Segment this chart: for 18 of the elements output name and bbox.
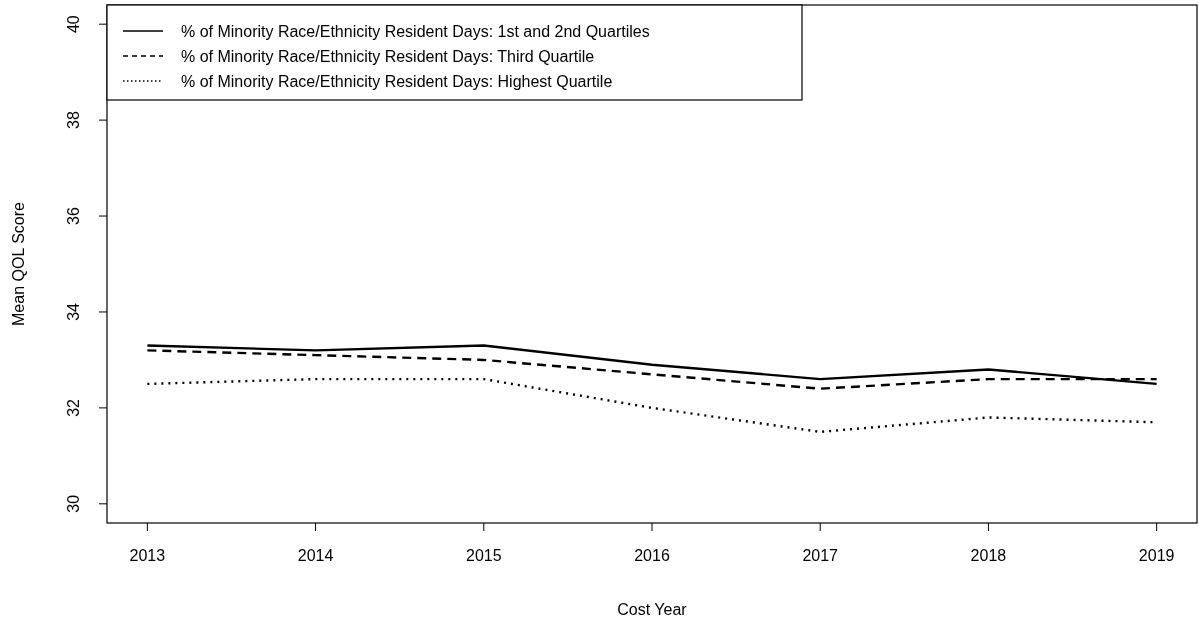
y-tick-label: 36 <box>65 207 82 225</box>
y-axis-title: Mean QOL Score <box>10 201 27 326</box>
x-tick-label: 2015 <box>465 547 502 564</box>
x-tick-label: 2019 <box>1138 547 1175 564</box>
y-tick-label: 34 <box>65 302 82 321</box>
legend-label: % of Minority Race/Ethnicity Resident Days: Third Quartile <box>181 48 595 65</box>
y-tick-label: 32 <box>65 398 82 417</box>
y-tick-label: 38 <box>65 111 82 130</box>
x-tick-label: 2017 <box>802 547 839 564</box>
x-tick-label: 2013 <box>129 547 166 564</box>
y-tick-label: 30 <box>65 494 82 513</box>
legend-label: % of Minority Race/Ethnicity Resident Days: Highest Quartile <box>181 73 613 90</box>
x-axis-title: Cost Year <box>617 601 688 618</box>
x-tick-label: 2018 <box>970 547 1007 564</box>
x-tick-label: 2014 <box>297 547 334 564</box>
y-tick-label: 40 <box>65 15 82 34</box>
legend-label: % of Minority Race/Ethnicity Resident Days: 1st and 2nd Quartiles <box>181 23 650 40</box>
x-tick-label: 2016 <box>634 547 670 564</box>
